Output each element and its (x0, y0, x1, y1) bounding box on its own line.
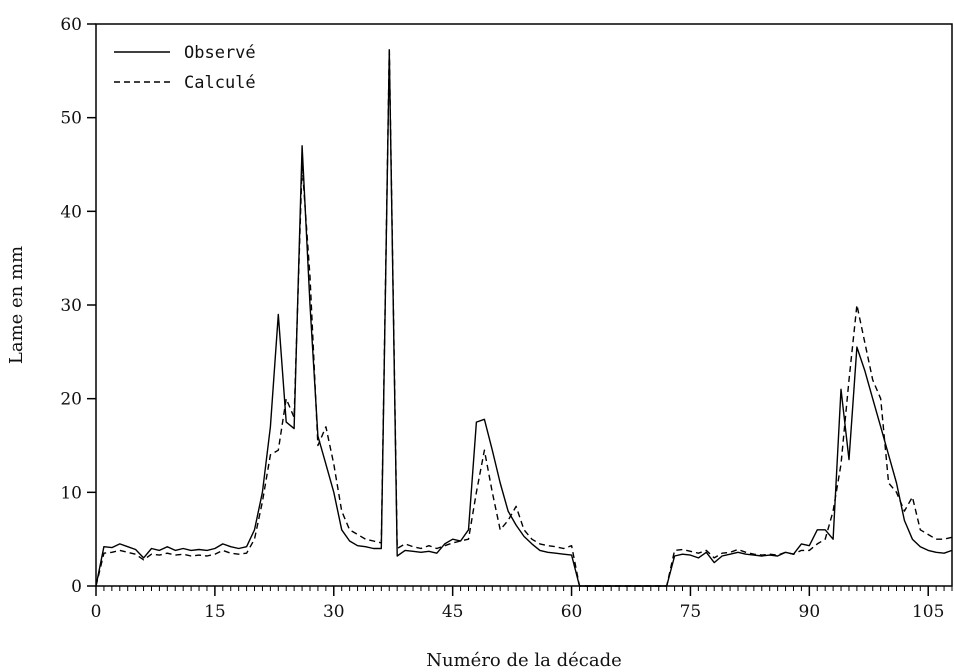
x-tick-label: 30 (323, 602, 345, 622)
y-tick-label: 30 (60, 296, 82, 316)
plot-frame (95, 23, 953, 587)
legend: Observé Calculé (114, 43, 256, 93)
x-axis-label: Numéro de la décade (426, 650, 622, 671)
x-tick-label: 45 (442, 602, 464, 622)
y-tick-label: 0 (71, 577, 82, 597)
x-tick-label: 105 (912, 602, 944, 622)
y-tick-label: 60 (60, 15, 82, 35)
x-tick-label: 15 (204, 602, 226, 622)
x-tick-label: 60 (561, 602, 583, 622)
x-tick-label: 0 (91, 602, 102, 622)
x-tick-label: 90 (799, 602, 821, 622)
series-line-1 (95, 51, 953, 587)
y-axis-label: Lame en mm (6, 246, 27, 364)
y-tick-label: 10 (60, 483, 82, 503)
plot-marks (95, 46, 953, 587)
series-line-2 (95, 46, 953, 587)
y-tick-label: 50 (60, 109, 82, 129)
y-tick-label: 40 (60, 202, 82, 222)
axis-ticks: 0 10 20 30 40 50 60 0 15 30 45 60 75 90 105 (60, 15, 953, 622)
y-tick-label: 20 (60, 390, 82, 410)
legend-label-1: Observé (184, 43, 256, 63)
x-tick-label: 75 (680, 602, 702, 622)
legend-label-2: Calculé (184, 73, 256, 93)
